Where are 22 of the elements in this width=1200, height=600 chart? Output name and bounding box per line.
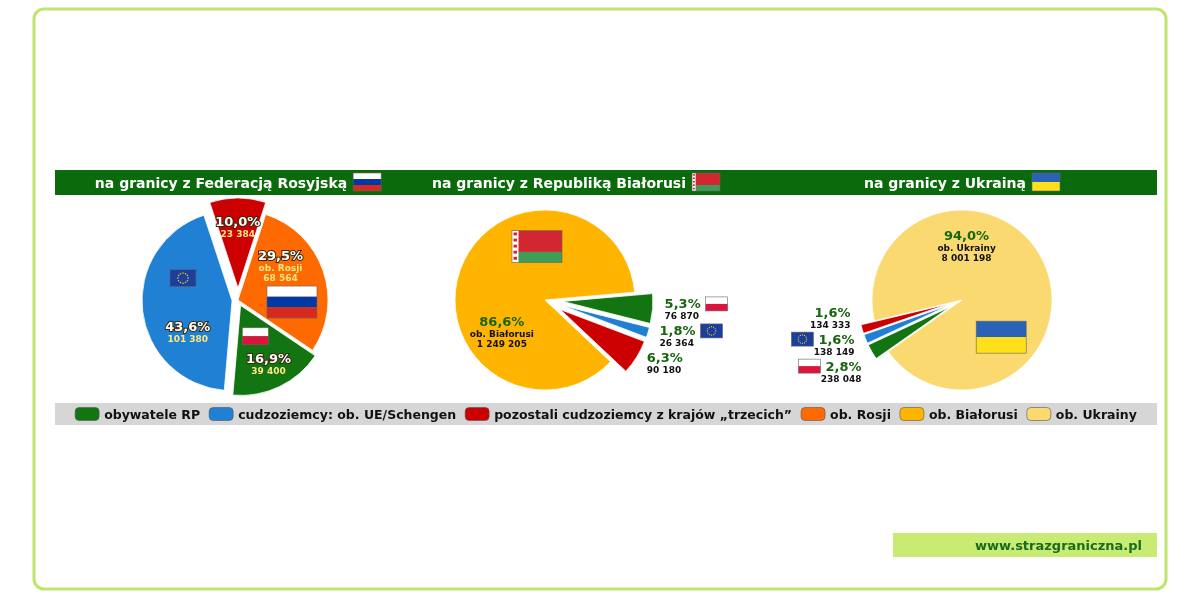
data-label: 6,3% 90 180 — [646, 350, 683, 376]
legend-label: pozostali cudzoziemcy z krajów „trzecich” — [494, 407, 793, 422]
data-label: 16,9% 39 400 — [245, 350, 292, 376]
legend-label: cudzoziemcy: ob. UE/Schengen — [238, 407, 457, 422]
data-label: 29,5% ob. Rosji 68 564 — [257, 248, 304, 284]
legend-label: ob. Ukrainy — [1055, 407, 1137, 422]
chart-title: na granicy z Republiką Białorusi — [432, 175, 686, 191]
chart-title: na granicy z Federacją Rosyjską — [94, 175, 348, 191]
data-label: 10,0% 23 384 — [215, 213, 261, 239]
data-label: 86,6% ob. Białorusi 1 249 205 — [469, 313, 534, 349]
legend-label: ob. Rosji — [830, 407, 891, 422]
data-label: 5,3% 76 870 — [664, 296, 701, 322]
data-label: 1,6% 134 333 — [809, 304, 851, 330]
data-label: 94,0% ob. Ukrainy 8 001 198 — [937, 227, 996, 263]
data-label: 1,8% 26 364 — [659, 323, 696, 349]
text: www.strazgraniczna.pl — [975, 538, 1143, 553]
chart-title: na granicy z Ukrainą — [864, 175, 1026, 191]
data-label: 2,8% 238 048 — [820, 358, 862, 384]
legend-label: ob. Białorusi — [928, 407, 1018, 422]
data-label: 1,6% 138 149 — [813, 331, 855, 357]
data-label: 43,6% 101 380 — [165, 318, 211, 344]
legend-label: obywatele RP — [104, 407, 201, 422]
